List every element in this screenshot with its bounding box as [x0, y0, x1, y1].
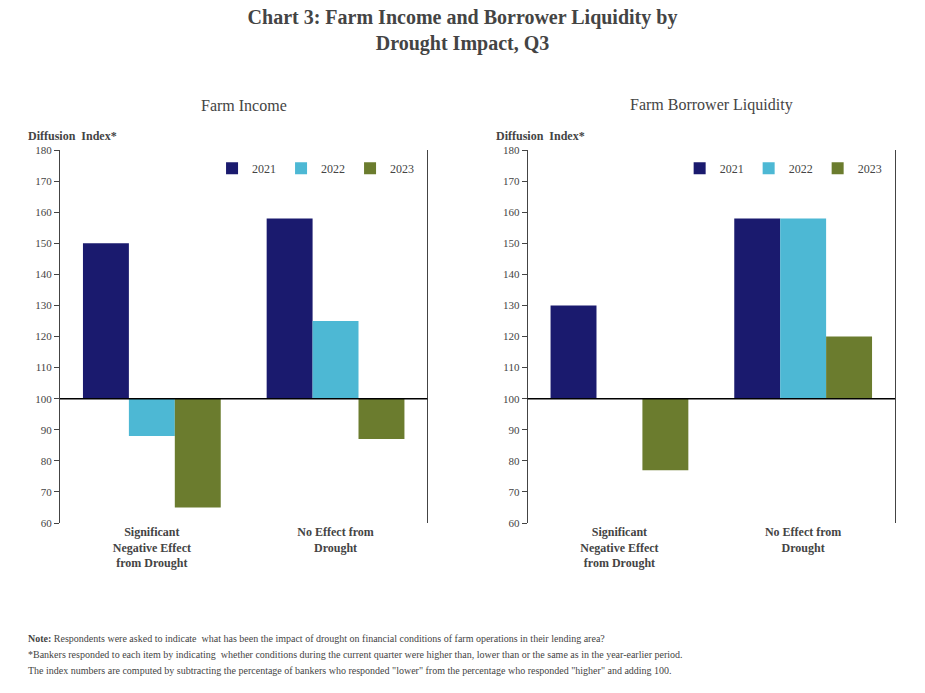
svg-text:170: 170 [35, 175, 52, 187]
svg-text:2023: 2023 [858, 162, 882, 176]
svg-text:170: 170 [503, 175, 520, 187]
svg-text:110: 110 [503, 361, 520, 373]
svg-text:No Effect fromDrought: No Effect fromDrought [297, 525, 373, 555]
svg-text:160: 160 [503, 206, 520, 218]
svg-text:70: 70 [508, 486, 520, 498]
svg-text:120: 120 [35, 330, 52, 342]
svg-text:2021: 2021 [720, 162, 744, 176]
svg-text:Farm Borrower Liquidity: Farm Borrower Liquidity [630, 96, 793, 114]
svg-text:Diffusion Index*: Diffusion Index* [28, 129, 117, 143]
svg-text:The index numbers are computed: The index numbers are computed by subtra… [28, 665, 672, 676]
svg-text:70: 70 [41, 486, 53, 498]
svg-text:*Bankers responded to each ite: *Bankers responded to each item by indic… [28, 649, 683, 660]
svg-text:2023: 2023 [390, 162, 414, 176]
svg-text:90: 90 [41, 424, 53, 436]
svg-text:150: 150 [503, 237, 520, 249]
svg-text:180: 180 [35, 144, 52, 156]
svg-text:90: 90 [508, 424, 520, 436]
svg-text:140: 140 [35, 268, 52, 280]
svg-text:110: 110 [36, 361, 53, 373]
svg-text:130: 130 [503, 299, 520, 311]
svg-text:Diffusion Index*: Diffusion Index* [496, 129, 585, 143]
svg-text:160: 160 [35, 206, 52, 218]
svg-text:Farm Income: Farm Income [201, 97, 287, 114]
svg-text:No Effect fromDrought: No Effect fromDrought [765, 525, 841, 555]
svg-text:Chart 3: Farm Income and Borro: Chart 3: Farm Income and Borrower Liquid… [248, 6, 678, 55]
svg-text:150: 150 [35, 237, 52, 249]
svg-text:Note: Respondents were asked t: Note: Respondents were asked to indicate… [28, 633, 605, 644]
svg-text:60: 60 [41, 517, 53, 529]
svg-text:SignificantNegative Effectfrom: SignificantNegative Effectfrom Drought [580, 525, 658, 570]
svg-text:100: 100 [35, 393, 52, 405]
svg-text:180: 180 [503, 144, 520, 156]
svg-text:140: 140 [503, 268, 520, 280]
svg-text:80: 80 [41, 455, 53, 467]
svg-text:SignificantNegative Effectfrom: SignificantNegative Effectfrom Drought [113, 525, 191, 570]
svg-text:60: 60 [508, 517, 520, 529]
svg-text:130: 130 [35, 299, 52, 311]
svg-text:2022: 2022 [321, 162, 345, 176]
svg-text:2021: 2021 [252, 162, 276, 176]
svg-text:100: 100 [503, 393, 520, 405]
svg-text:2022: 2022 [789, 162, 813, 176]
svg-text:120: 120 [503, 330, 520, 342]
svg-text:80: 80 [508, 455, 520, 467]
